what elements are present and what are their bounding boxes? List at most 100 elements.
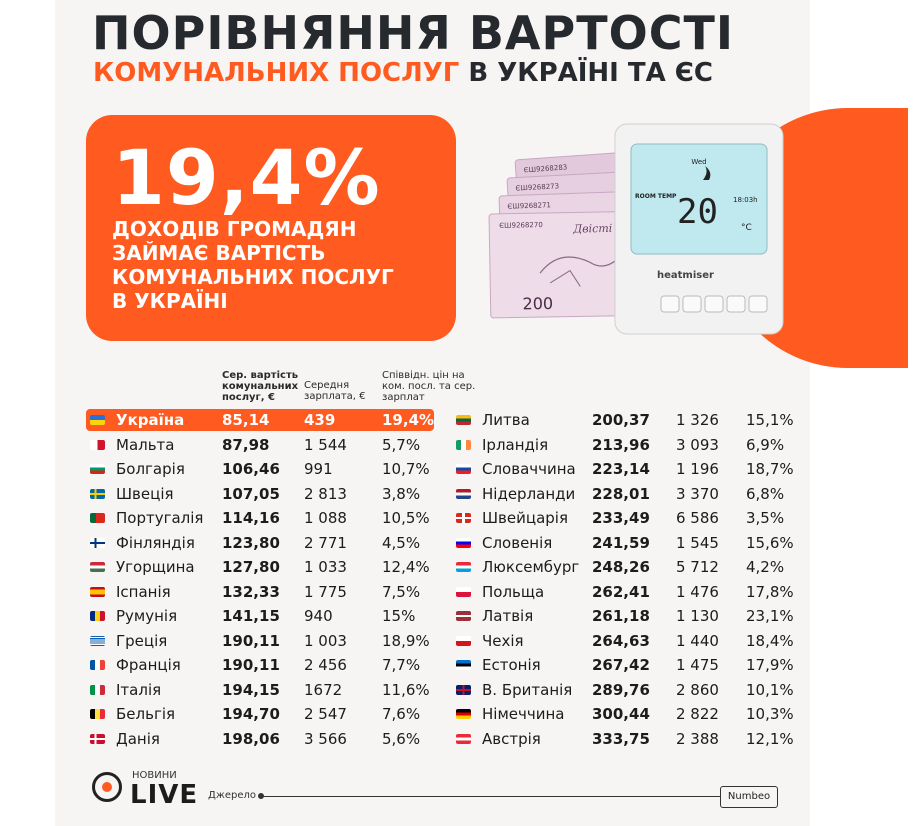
table-row: Франція 190,11 2 456 7,7% (90, 654, 440, 676)
average-salary: 1 033 (304, 558, 347, 576)
flag-icon (90, 611, 105, 621)
key-stat-box: 19,4% ДОХОДІВ ГРОМАДЯН ЗАЙМАЄ ВАРТІСТЬ К… (86, 115, 456, 341)
country-name: Греція (116, 631, 168, 650)
table-row: Португалія 114,16 1 088 10,5% (90, 507, 440, 529)
utility-cost: 213,96 (592, 435, 650, 454)
average-salary: 1 775 (304, 582, 347, 601)
flag-icon (456, 709, 471, 719)
flag-icon (456, 635, 471, 646)
country-name: Естонія (482, 656, 541, 674)
average-salary: 2 388 (676, 729, 719, 748)
table-row: Данія 198,06 3 566 5,6% (90, 728, 440, 750)
subtitle-highlight: КОМУНАЛЬНИХ ПОСЛУГ (93, 58, 460, 88)
country-name: В. Британія (482, 680, 573, 699)
average-salary: 1 088 (304, 509, 347, 527)
cost-salary-ratio: 10,3% (746, 705, 794, 723)
cost-salary-ratio: 18,4% (746, 631, 794, 650)
flag-icon (90, 562, 105, 572)
cost-salary-ratio: 5,7% (382, 435, 421, 454)
average-salary: 2 771 (304, 533, 347, 552)
average-salary: 3 093 (676, 435, 719, 454)
utility-cost: 223,14 (592, 460, 650, 478)
thermostat: Wed ROOM TEMP 20 18:03h °C heatmiser (614, 123, 784, 335)
table-row: Угорщина 127,80 1 033 12,4% (90, 556, 440, 578)
country-name: Чехія (482, 631, 524, 650)
news-live-logo-icon (92, 772, 122, 802)
country-name: Ірландія (482, 435, 549, 454)
cost-salary-ratio: 7,7% (382, 656, 421, 674)
average-salary: 439 (304, 411, 336, 429)
country-name: Португалія (116, 509, 204, 527)
cost-salary-ratio: 5,6% (382, 729, 421, 748)
utility-cost: 262,41 (592, 582, 650, 601)
flag-icon (456, 415, 471, 425)
thermostat-button (704, 295, 724, 313)
banknote-serial: ЄШ9268283 (523, 163, 567, 174)
table-row: Іспанія 132,33 1 775 7,5% (90, 581, 440, 603)
cost-salary-ratio: 12,1% (746, 729, 794, 748)
source-name: Numbeo (720, 786, 778, 808)
table-row: Словенія 241,59 1 545 15,6% (456, 532, 806, 554)
average-salary: 1 326 (676, 411, 719, 429)
country-name: Швеція (116, 484, 174, 503)
country-name: Словенія (482, 533, 553, 552)
country-name: Німеччина (482, 705, 565, 723)
cost-salary-ratio: 15,1% (746, 411, 794, 429)
average-salary: 1 545 (676, 533, 719, 552)
cost-salary-ratio: 23,1% (746, 607, 794, 625)
thermostat-temperature: 20 (677, 192, 718, 232)
utility-cost: 300,44 (592, 705, 650, 723)
utility-cost: 261,18 (592, 607, 650, 625)
average-salary: 1 544 (304, 435, 347, 454)
utility-cost: 190,11 (222, 656, 280, 674)
utility-cost: 132,33 (222, 582, 280, 601)
country-name: Угорщина (116, 558, 195, 576)
flag-icon (456, 611, 471, 621)
cost-salary-ratio: 10,1% (746, 680, 794, 699)
cost-salary-ratio: 7,6% (382, 705, 421, 723)
utility-cost: 198,06 (222, 729, 280, 748)
utility-cost: 241,59 (592, 533, 650, 552)
utility-cost: 114,16 (222, 509, 280, 527)
flag-icon (90, 488, 105, 499)
cost-salary-ratio: 15% (382, 607, 416, 625)
thermostat-day: Wed (691, 158, 706, 166)
flag-icon (90, 684, 105, 695)
thermostat-brand: heatmiser (657, 270, 714, 281)
country-name: Україна (116, 411, 185, 429)
cost-salary-ratio: 6,9% (746, 435, 785, 454)
country-name: Італія (116, 680, 162, 699)
flame-icon (703, 166, 711, 180)
utility-cost: 194,70 (222, 705, 280, 723)
cost-salary-ratio: 3,5% (746, 509, 785, 527)
table-row: Люксембург 248,26 5 712 4,2% (456, 556, 806, 578)
cost-salary-ratio: 18,9% (382, 631, 430, 650)
cost-salary-ratio: 15,6% (746, 533, 794, 552)
utility-cost: 141,15 (222, 607, 280, 625)
country-name: Румунія (116, 607, 178, 625)
average-salary: 1672 (304, 680, 343, 699)
cost-salary-ratio: 18,7% (746, 460, 794, 478)
page-title: ПОРІВНЯННЯ ВАРТОСТІ (92, 6, 734, 60)
flag-icon (456, 562, 471, 572)
thermostat-button (682, 295, 702, 313)
table-row: Мальта 87,98 1 544 5,7% (90, 434, 440, 456)
utility-cost: 85,14 (222, 411, 270, 429)
country-name: Австрія (482, 729, 541, 748)
flag-icon (456, 464, 471, 474)
country-name: Іспанія (116, 582, 171, 601)
average-salary: 5 712 (676, 558, 719, 576)
flag-icon (456, 488, 471, 499)
average-salary: 3 566 (304, 729, 347, 748)
flag-icon (90, 586, 105, 597)
brand-big-text: LIVE (130, 780, 199, 810)
cost-salary-ratio: 4,5% (382, 533, 421, 552)
average-salary: 3 370 (676, 484, 719, 503)
cost-salary-ratio: 4,2% (746, 558, 785, 576)
table-row: Фінляндія 123,80 2 771 4,5% (90, 532, 440, 554)
thermostat-label: ROOM TEMP (635, 193, 677, 200)
average-salary: 2 813 (304, 484, 347, 503)
average-salary: 1 475 (676, 656, 719, 674)
flag-icon (90, 709, 105, 719)
flag-icon (90, 733, 105, 744)
